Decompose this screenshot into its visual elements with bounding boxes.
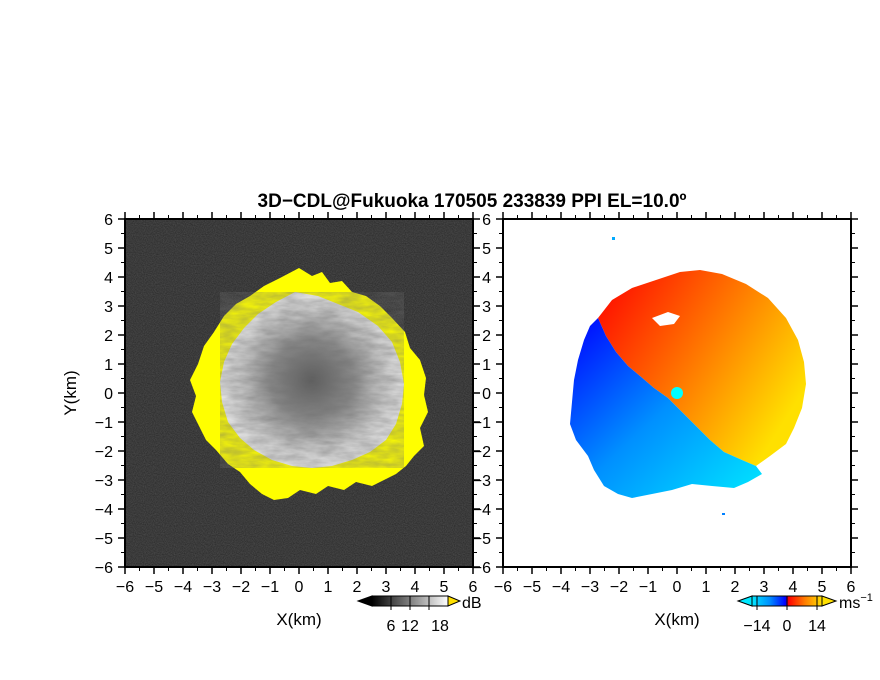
y-tick-label: 5 <box>104 241 113 258</box>
x-tick-label: 6 <box>847 579 856 596</box>
y-tick-label: −3 <box>473 473 491 490</box>
reflectivity-colorbar: dB 6 12 18 <box>356 595 482 635</box>
colorbar-low-arrow <box>736 595 753 607</box>
x-tick-label: −6 <box>494 579 512 596</box>
y-tick-label: 1 <box>482 357 491 374</box>
x-tick-label: −5 <box>145 579 163 596</box>
reflectivity-x-tick-labels: −6 −5 −4 −3 −2 −1 0 1 2 3 4 5 6 <box>116 579 478 596</box>
colorbar-tick-label: −14 <box>743 618 770 635</box>
y-tick-label: 6 <box>104 212 113 229</box>
velocity-axis-ticks <box>496 212 858 574</box>
y-tick-label: 2 <box>482 328 491 345</box>
y-tick-label: 6 <box>482 212 491 229</box>
x-tick-label: −5 <box>523 579 541 596</box>
y-tick-label: −2 <box>473 444 491 461</box>
y-tick-label: −6 <box>95 560 113 577</box>
x-tick-label: −4 <box>174 579 192 596</box>
colorbar-unit: dB <box>462 595 482 612</box>
colorbar-low-arrow <box>356 595 373 607</box>
y-tick-label: 3 <box>482 299 491 316</box>
y-tick-label: −3 <box>95 473 113 490</box>
x-tick-label: 3 <box>382 579 391 596</box>
colorbar-tick-label: 12 <box>401 618 419 635</box>
x-tick-label: −4 <box>552 579 570 596</box>
colorbar-high-arrow <box>821 595 838 607</box>
x-tick-label: 0 <box>673 579 682 596</box>
y-tick-label: 2 <box>104 328 113 345</box>
colorbar-tick-label: 14 <box>808 618 826 635</box>
figure-title: 3D−CDL@Fukuoka 170505 233839 PPI EL=10.0… <box>258 191 687 212</box>
x-tick-label: 6 <box>469 579 478 596</box>
x-tick-label: 1 <box>702 579 711 596</box>
velocity-negative-region <box>570 318 762 498</box>
y-tick-label: −5 <box>473 531 491 548</box>
y-tick-label: −5 <box>95 531 113 548</box>
colorbar-unit: ms−1 <box>839 592 873 612</box>
velocity-panel: −6 −5 −4 −3 −2 −1 0 1 2 3 4 5 6 6 5 4 3 … <box>473 212 873 635</box>
colorbar-tick-label: 0 <box>783 618 792 635</box>
velocity-speck <box>722 513 725 515</box>
reflectivity-panel: −6 −5 −4 −3 −2 −1 0 1 2 3 4 5 6 6 5 4 3 … <box>61 212 482 635</box>
y-tick-label: 1 <box>104 357 113 374</box>
x-tick-label: 1 <box>324 579 333 596</box>
x-tick-label: 3 <box>760 579 769 596</box>
velocity-positive-region <box>598 270 806 466</box>
x-tick-label: 5 <box>818 579 827 596</box>
y-tick-label: −4 <box>473 502 491 519</box>
reflectivity-y-tick-labels: 6 5 4 3 2 1 0 −1 −2 −3 −4 −5 −6 <box>95 212 113 577</box>
y-tick-label: 4 <box>482 270 491 287</box>
colorbar-tick-label: 18 <box>431 618 449 635</box>
radar-site-marker <box>671 387 683 399</box>
velocity-y-tick-labels: 6 5 4 3 2 1 0 −1 −2 −3 −4 −5 −6 <box>473 212 491 577</box>
velocity-x-tick-labels: −6 −5 −4 −3 −2 −1 0 1 2 3 4 5 6 <box>494 579 856 596</box>
x-tick-label: −1 <box>261 579 279 596</box>
velocity-speck <box>612 237 615 240</box>
x-tick-label: −6 <box>116 579 134 596</box>
x-tick-label: 0 <box>295 579 304 596</box>
x-tick-label: 4 <box>789 579 798 596</box>
velocity-gap <box>652 312 680 326</box>
y-tick-label: −6 <box>473 560 491 577</box>
y-tick-label: −1 <box>95 415 113 432</box>
y-tick-label: −1 <box>473 415 491 432</box>
x-tick-label: −2 <box>610 579 628 596</box>
reflectivity-axis-ticks <box>118 212 480 574</box>
x-tick-label: 2 <box>731 579 740 596</box>
y-tick-label: 0 <box>104 386 113 403</box>
x-axis-label: X(km) <box>654 610 699 629</box>
y-tick-label: −2 <box>95 444 113 461</box>
x-tick-label: −1 <box>639 579 657 596</box>
velocity-colorbar: ms−1 −14 0 14 <box>736 592 873 635</box>
x-tick-label: −3 <box>581 579 599 596</box>
y-tick-label: 5 <box>482 241 491 258</box>
y-tick-label: 0 <box>482 386 491 403</box>
colorbar-tick-label: 6 <box>387 618 396 635</box>
x-tick-label: 4 <box>411 579 420 596</box>
y-axis-label: Y(km) <box>61 370 80 415</box>
reflectivity-echo-streaks <box>220 292 404 468</box>
y-tick-label: 3 <box>104 299 113 316</box>
colorbar-high-arrow <box>447 595 462 607</box>
x-tick-label: −3 <box>203 579 221 596</box>
x-tick-label: −2 <box>232 579 250 596</box>
y-tick-label: −4 <box>95 502 113 519</box>
x-tick-label: 5 <box>440 579 449 596</box>
y-tick-label: 4 <box>104 270 113 287</box>
x-axis-label: X(km) <box>276 610 321 629</box>
x-tick-label: 2 <box>353 579 362 596</box>
